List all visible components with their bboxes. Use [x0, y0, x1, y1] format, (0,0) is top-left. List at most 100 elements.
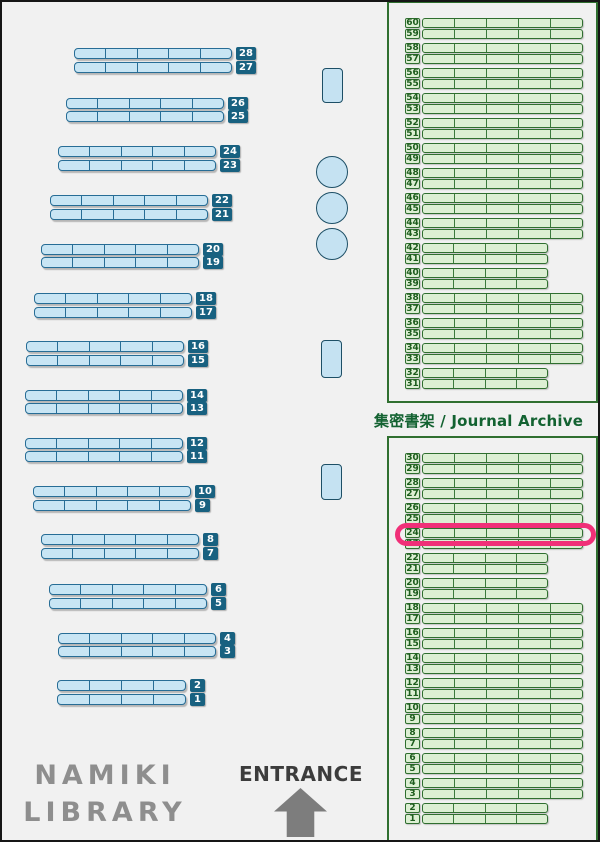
- shelf-segment: [80, 585, 111, 594]
- shelf-segment: [518, 704, 550, 712]
- shelf-segment: [112, 196, 144, 205]
- archive-shelf-3: [422, 789, 583, 799]
- shelf-number-badge: 11: [187, 450, 207, 463]
- shelf-number-badge: 22: [212, 194, 232, 207]
- shelf-segment: [423, 369, 453, 377]
- shelf-segment: [166, 535, 198, 544]
- round-table: [316, 156, 348, 188]
- archive-shelf-number: 8: [405, 728, 420, 738]
- shelf-segment: [423, 155, 454, 163]
- shelf-segment: [95, 487, 127, 496]
- shelf-row-3: 3: [58, 645, 235, 658]
- shelf-segment: [81, 209, 112, 219]
- archive-shelf-number: 6: [405, 753, 420, 763]
- shelf-segment: [175, 209, 207, 219]
- archive-shelf-30: [422, 453, 583, 463]
- shelf-segment: [42, 245, 72, 254]
- archive-shelf-number: 43: [405, 229, 420, 239]
- shelf-row-13: 13: [25, 402, 207, 415]
- shelf-segment: [89, 160, 120, 170]
- shelf-segment: [64, 487, 95, 496]
- shelf-segment: [454, 155, 486, 163]
- shelf-segment: [183, 647, 215, 656]
- archive-shelf-28: [422, 478, 583, 488]
- archive-shelf-row-16: 16: [405, 628, 596, 638]
- archive-shelf-number: 55: [405, 79, 420, 89]
- archive-shelf-row-56: 56: [405, 68, 596, 78]
- shelf-segment: [87, 404, 119, 413]
- archive-shelf-number: 49: [405, 154, 420, 164]
- archive-shelf-10: [422, 703, 583, 713]
- shelf-segment: [423, 294, 454, 302]
- archive-shelf-row-49: 49: [405, 154, 596, 164]
- shelf-segment: [486, 665, 518, 673]
- shelf-segment: [34, 487, 64, 496]
- archive-shelf-row-18: 18: [405, 603, 596, 613]
- shelf-segment: [486, 130, 518, 138]
- shelf-segment: [89, 147, 120, 156]
- archive-shelf-number: 53: [405, 104, 420, 114]
- archive-shelf-row-46: 46: [405, 193, 596, 203]
- shelf-segment: [88, 355, 120, 365]
- shelf-segment: [518, 754, 550, 762]
- shelf-segment: [484, 565, 516, 573]
- journal-archive-upper-panel: 60 59 58 57 56 55 54 53 52 51 50 49 48 47 46 45 44 43 42 41…: [387, 1, 598, 403]
- round-table: [316, 227, 348, 260]
- archive-shelf-row-2: 2: [405, 803, 596, 813]
- archive-shelf-row-51: 51: [405, 129, 596, 139]
- shelf-10: [33, 486, 191, 497]
- shelf-segment: [423, 590, 453, 598]
- shelf-segment: [518, 690, 550, 698]
- shelf-segment: [484, 590, 516, 598]
- shelf-segment: [486, 479, 518, 487]
- archive-shelf-31: [422, 379, 548, 389]
- shelf-segment: [454, 629, 486, 637]
- shelf-segment: [550, 230, 582, 238]
- shelf-segment: [64, 500, 95, 510]
- archive-shelf-number: 58: [405, 43, 420, 53]
- shelf-segment: [168, 62, 199, 72]
- shelf-segment: [515, 269, 547, 277]
- shelf-segment: [550, 94, 582, 102]
- archive-shelf-row-15: 15: [405, 639, 596, 649]
- archive-shelf-1: [422, 814, 548, 824]
- shelf-segment: [518, 294, 550, 302]
- shelf-segment: [454, 55, 486, 63]
- shelf-segment: [550, 55, 582, 63]
- shelf-segment: [454, 105, 486, 113]
- shelf-segment: [518, 180, 550, 188]
- shelf-segment: [454, 454, 486, 462]
- shelf-segment: [454, 305, 486, 313]
- archive-shelf-36: [422, 318, 583, 328]
- shelf-segment: [518, 330, 550, 338]
- shelf-segment: [550, 779, 582, 787]
- shelf-segment: [423, 465, 454, 473]
- shelf-segment: [151, 355, 183, 365]
- shelf-segment: [423, 554, 453, 562]
- shelf-segment: [160, 112, 191, 121]
- shelf-segment: [550, 80, 582, 88]
- shelf-segment: [454, 180, 486, 188]
- shelf-segment: [423, 615, 454, 623]
- shelf-segment: [128, 307, 159, 317]
- shelf-segment: [56, 452, 87, 461]
- shelf-segment: [486, 294, 518, 302]
- shelf-segment: [454, 790, 486, 798]
- shelf-segment: [454, 119, 486, 127]
- shelf-segment: [550, 454, 582, 462]
- archive-shelf-row-37: 37: [405, 304, 596, 314]
- shelf-28: [74, 48, 232, 59]
- shelf-segment: [423, 205, 454, 213]
- shelf-number-badge: 27: [236, 60, 256, 74]
- shelf-number-badge: 14: [187, 388, 207, 402]
- shelf-number-badge: 13: [187, 402, 207, 415]
- shelf-segment: [423, 654, 454, 662]
- shelf-segment: [486, 704, 518, 712]
- shelf-segment: [454, 30, 486, 38]
- archive-shelf-number: 54: [405, 93, 420, 103]
- shelf-segment: [518, 640, 550, 648]
- shelf-segment: [518, 30, 550, 38]
- archive-shelf-row-52: 52: [405, 118, 596, 128]
- shelf-segment: [423, 454, 454, 462]
- shelf-segment: [89, 694, 121, 704]
